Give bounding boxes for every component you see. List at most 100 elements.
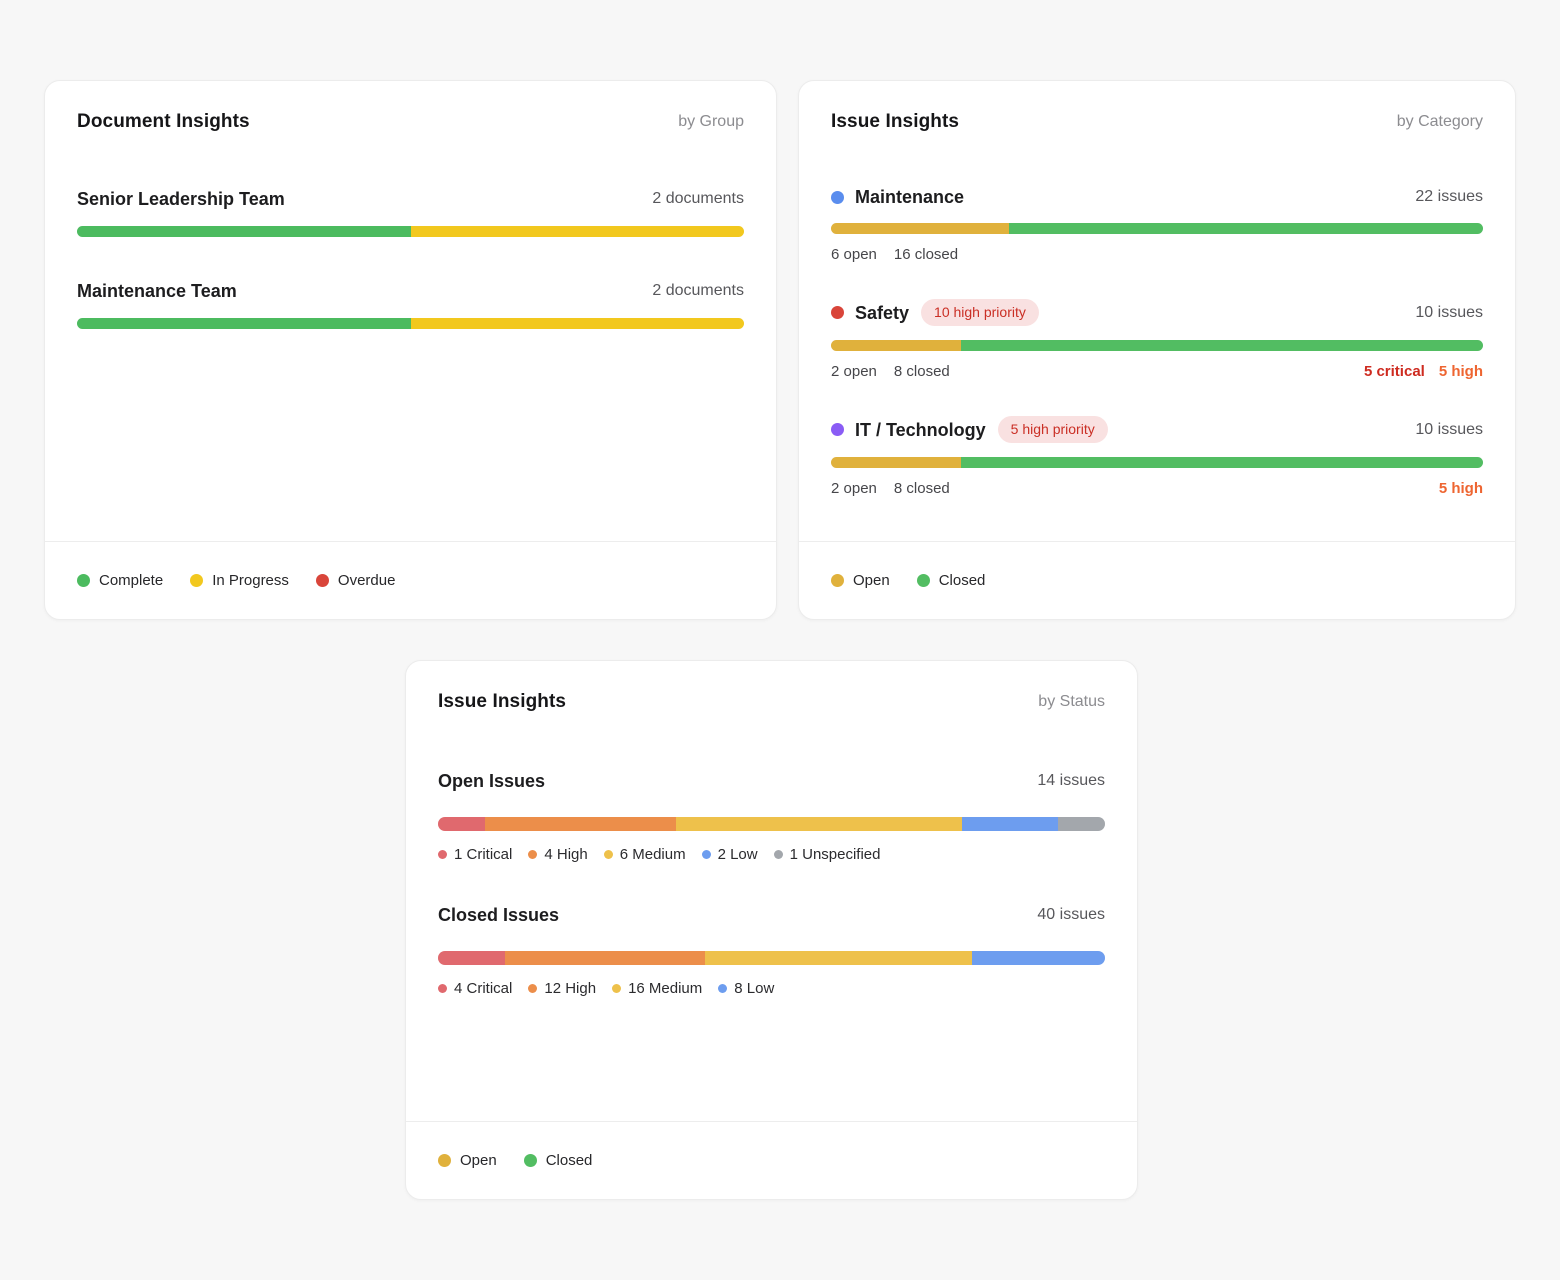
severity-legend-label: 4 Critical	[454, 980, 512, 997]
status-row-header: Open Issues 14 issues	[438, 769, 1105, 793]
bar-segment-medium	[676, 817, 962, 831]
document-status-bar	[77, 318, 744, 329]
card-header: Issue Insights by Status	[406, 661, 1137, 713]
medium-dot-icon	[612, 984, 621, 993]
bar-segment-complete	[77, 226, 411, 237]
severity-stats: 5 high	[1439, 479, 1483, 499]
category-dot-icon	[831, 191, 844, 204]
severity-stats: 5 critical 5 high	[1364, 362, 1483, 382]
document-count: 2 documents	[652, 190, 744, 208]
document-status-bar	[77, 226, 744, 237]
status-name: Closed Issues	[438, 903, 559, 927]
overdue-dot-icon	[316, 574, 329, 587]
bar-segment-complete	[77, 318, 411, 329]
card-body: Open Issues 14 issues 1 Critical	[406, 713, 1137, 1121]
low-dot-icon	[702, 850, 711, 859]
open-dot-icon	[438, 1154, 451, 1167]
severity-legend-item-critical: 1 Critical	[438, 846, 512, 863]
issue-insights-category-card: Issue Insights by Category Maintenance 2…	[798, 80, 1516, 620]
card-header: Issue Insights by Category	[799, 81, 1515, 133]
issue-count: 10 issues	[1415, 421, 1483, 439]
critical-dot-icon	[438, 984, 447, 993]
open-closed-stats: 2 open 8 closed	[831, 362, 950, 382]
document-count: 2 documents	[652, 282, 744, 300]
card-subtitle: by Group	[678, 113, 744, 131]
legend-label: Closed	[939, 572, 986, 589]
card-body: Senior Leadership Team 2 documents Maint…	[45, 133, 776, 541]
status-section-open: Open Issues 14 issues 1 Critical	[438, 769, 1105, 863]
card-subtitle: by Status	[1038, 693, 1105, 711]
closed-count: 8 closed	[894, 479, 950, 499]
open-dot-icon	[831, 574, 844, 587]
bar-segment-closed	[961, 340, 1483, 351]
low-dot-icon	[718, 984, 727, 993]
legend-label: Open	[460, 1152, 497, 1169]
open-count: 2 open	[831, 362, 877, 382]
severity-legend-item-low: 2 Low	[702, 846, 758, 863]
card-subtitle: by Category	[1397, 113, 1483, 131]
legend-item-open: Open	[438, 1152, 497, 1169]
card-legend: Open Closed	[406, 1121, 1137, 1199]
open-closed-bar	[831, 223, 1483, 234]
severity-legend: 4 Critical 12 High 16 Medium 8 Low	[438, 980, 1105, 997]
legend-item-in-progress: In Progress	[190, 572, 289, 589]
severity-legend-item-low: 8 Low	[718, 980, 774, 997]
legend-label: Complete	[99, 572, 163, 589]
open-closed-stats: 2 open 8 closed	[831, 479, 950, 499]
bar-segment-closed	[961, 457, 1483, 468]
high-count: 5 high	[1439, 362, 1483, 382]
bar-segment-high	[485, 817, 676, 831]
high-priority-badge: 5 high priority	[998, 416, 1108, 443]
card-legend: Open Closed	[799, 541, 1515, 619]
category-row: Safety 10 high priority 10 issues 2 open…	[831, 299, 1483, 382]
category-name: Safety	[855, 301, 909, 325]
group-row-header: Senior Leadership Team 2 documents	[77, 187, 744, 211]
category-stats: 2 open 8 closed 5 high	[831, 479, 1483, 499]
severity-bar	[438, 817, 1105, 831]
issue-count: 40 issues	[1037, 906, 1105, 924]
critical-dot-icon	[438, 850, 447, 859]
category-row-header: Maintenance 22 issues	[831, 185, 1483, 209]
severity-legend: 1 Critical 4 High 6 Medium 2 Low	[438, 846, 1105, 863]
severity-legend-item-unspecified: 1 Unspecified	[774, 846, 881, 863]
bar-segment-in-progress	[411, 226, 745, 237]
high-priority-badge: 10 high priority	[921, 299, 1039, 326]
severity-legend-label: 6 Medium	[620, 846, 686, 863]
open-closed-bar	[831, 340, 1483, 351]
group-row-header: Maintenance Team 2 documents	[77, 279, 744, 303]
card-header: Document Insights by Group	[45, 81, 776, 133]
legend-item-closed: Closed	[917, 572, 986, 589]
bar-segment-unspecified	[1058, 817, 1105, 831]
legend-label: Closed	[546, 1152, 593, 1169]
severity-legend-label: 8 Low	[734, 980, 774, 997]
category-row: IT / Technology 5 high priority 10 issue…	[831, 416, 1483, 499]
legend-item-open: Open	[831, 572, 890, 589]
open-closed-bar	[831, 457, 1483, 468]
group-row: Maintenance Team 2 documents	[77, 279, 744, 329]
category-row-header: Safety 10 high priority 10 issues	[831, 299, 1483, 326]
group-name: Maintenance Team	[77, 279, 237, 303]
high-dot-icon	[528, 850, 537, 859]
severity-legend-item-high: 12 High	[528, 980, 596, 997]
category-stats: 2 open 8 closed 5 critical 5 high	[831, 362, 1483, 382]
severity-legend-item-critical: 4 Critical	[438, 980, 512, 997]
legend-item-complete: Complete	[77, 572, 163, 589]
category-row-header: IT / Technology 5 high priority 10 issue…	[831, 416, 1483, 443]
bar-segment-critical	[438, 817, 485, 831]
critical-count: 5 critical	[1364, 362, 1425, 382]
status-row-header: Closed Issues 40 issues	[438, 903, 1105, 927]
complete-dot-icon	[77, 574, 90, 587]
legend-label: In Progress	[212, 572, 289, 589]
closed-dot-icon	[524, 1154, 537, 1167]
bar-segment-open	[831, 340, 961, 351]
high-dot-icon	[528, 984, 537, 993]
severity-bar	[438, 951, 1105, 965]
severity-legend-label: 1 Critical	[454, 846, 512, 863]
group-row: Senior Leadership Team 2 documents	[77, 187, 744, 237]
legend-item-closed: Closed	[524, 1152, 593, 1169]
issue-insights-status-card: Issue Insights by Status Open Issues 14 …	[405, 660, 1138, 1200]
closed-dot-icon	[917, 574, 930, 587]
category-row: Maintenance 22 issues 6 open 16 closed	[831, 185, 1483, 265]
severity-legend-label: 4 High	[544, 846, 587, 863]
bar-segment-medium	[705, 951, 972, 965]
